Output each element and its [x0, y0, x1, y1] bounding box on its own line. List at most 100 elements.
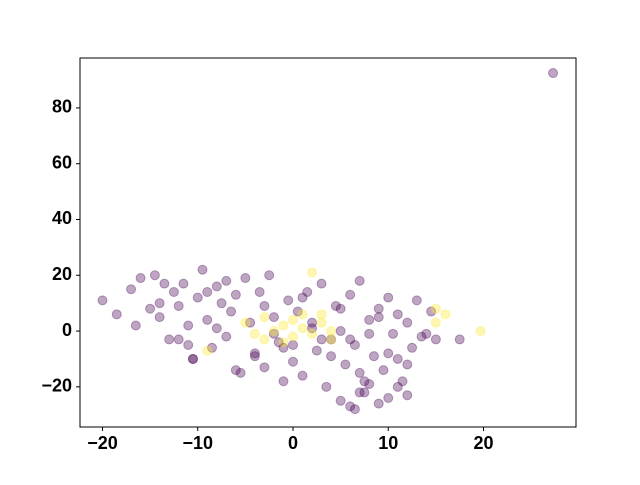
scatter-point [135, 273, 146, 284]
scatter-point [245, 317, 256, 328]
scatter-point [259, 312, 270, 323]
x-tick-label: −20 [87, 433, 118, 453]
scatter-point [388, 328, 399, 339]
scatter-point [183, 320, 194, 331]
scatter-point [268, 312, 279, 323]
scatter-point [183, 340, 194, 350]
scatter-point [368, 351, 379, 362]
scatter-point [221, 331, 232, 342]
scatter-point [335, 326, 346, 337]
scatter-point [202, 314, 213, 325]
scatter-point [278, 376, 289, 387]
scatter-point [173, 334, 184, 345]
scatter-point [287, 340, 298, 350]
scatter-point [402, 390, 413, 401]
scatter-point [326, 334, 337, 345]
scatter-point [268, 328, 279, 339]
scatter-point [202, 345, 213, 356]
scatter-point [397, 376, 408, 387]
scatter-point [335, 303, 346, 314]
scatter-point [316, 317, 327, 328]
y-tick-label: −20 [41, 376, 72, 396]
scatter-point [416, 331, 427, 342]
scatter-point [349, 340, 360, 350]
y-tick-label: 60 [52, 152, 72, 172]
scatter-point [211, 323, 222, 334]
scatter-point [230, 365, 241, 376]
scatter-point [326, 326, 337, 337]
scatter-point [407, 342, 418, 353]
scatter-point [278, 320, 289, 331]
scatter-point [335, 395, 346, 406]
scatter-point [402, 359, 413, 370]
scatter-point [364, 328, 375, 339]
scatter-point [154, 298, 165, 309]
scatter-point [548, 68, 559, 79]
scatter-point [307, 267, 318, 278]
scatter-point [359, 376, 370, 387]
scatter-point [349, 404, 360, 415]
scatter-point [287, 314, 298, 325]
scatter-point [402, 317, 413, 328]
y-tick-label: 20 [52, 264, 72, 284]
scatter-point [307, 328, 318, 339]
scatter-point [354, 367, 365, 378]
scatter-point [411, 295, 422, 306]
plot-frame [79, 57, 577, 428]
scatter-point [278, 337, 289, 348]
scatter-point [426, 306, 437, 317]
scatter-point [330, 300, 341, 311]
scatter-point [249, 348, 260, 359]
scatter-point [316, 334, 327, 345]
scatter-point [130, 320, 141, 331]
scatter-point [354, 387, 365, 398]
scatter-point [302, 287, 313, 298]
scatter-point [316, 309, 327, 320]
scatter-point [240, 273, 251, 284]
scatter-point [145, 303, 156, 314]
scatter-point [126, 284, 137, 295]
scatter-point [292, 306, 303, 317]
scatter-point [364, 379, 375, 390]
scatter-point [192, 292, 203, 303]
scatter-point [359, 387, 370, 398]
scatter-point [111, 309, 122, 320]
x-tick-label: 0 [288, 433, 298, 453]
scatter-point [297, 370, 308, 381]
scatter-point [226, 306, 237, 317]
scatter-point [268, 326, 279, 337]
scatter-point [430, 317, 441, 328]
scatter-point [326, 334, 337, 345]
scatter-point [278, 342, 289, 353]
scatter-point [259, 362, 270, 373]
scatter-point [345, 401, 356, 412]
scatter-point [340, 359, 351, 370]
scatter-point [230, 289, 241, 300]
y-tick-label: 40 [52, 208, 72, 228]
scatter-point [207, 342, 218, 353]
scatter-point [187, 353, 198, 364]
scatter-point [297, 292, 308, 303]
scatter-point [154, 312, 165, 323]
scatter-point [249, 351, 260, 362]
scatter-point [216, 298, 227, 309]
scatter-point [326, 351, 337, 362]
scatter-point [354, 275, 365, 286]
scatter-point [373, 303, 384, 314]
scatter-point [297, 309, 308, 320]
scatter-point [297, 323, 308, 334]
scatter-point [373, 312, 384, 323]
scatter-point [259, 300, 270, 311]
scatter-point [187, 353, 198, 364]
scatter-point [430, 334, 441, 345]
y-tick-label: 0 [62, 320, 72, 340]
scatter-point [159, 278, 170, 289]
scatter-point [149, 270, 160, 281]
scatter-point [254, 287, 265, 298]
scatter-point [421, 328, 432, 339]
y-tick-label: 80 [52, 97, 72, 117]
scatter-point [373, 398, 384, 409]
scatter-point [287, 331, 298, 342]
scatter-point [240, 317, 251, 328]
